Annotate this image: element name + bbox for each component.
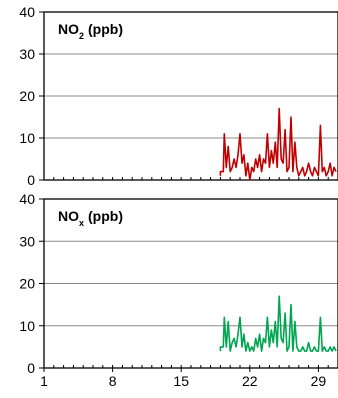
- y-tick-label: 30: [19, 233, 35, 249]
- y-tick-label: 10: [19, 130, 35, 146]
- x-tick-label: 29: [311, 373, 327, 389]
- x-tick-label: 8: [109, 373, 117, 389]
- x-tick-label: 1: [40, 373, 48, 389]
- chart-panel-1: 0 10 20 30 40 NO2 (ppb): [19, 4, 338, 188]
- panel-title: NOx (ppb): [58, 208, 123, 228]
- panel-title: NO2 (ppb): [58, 21, 123, 41]
- y-tick-label: 40: [19, 191, 35, 207]
- y-tick-label: 30: [19, 46, 35, 62]
- y-tick-label: 10: [19, 318, 35, 334]
- y-tick-label: 40: [19, 4, 35, 20]
- series-line: [219, 295, 337, 352]
- y-tick-label: 20: [19, 88, 35, 104]
- x-tick-label: 15: [173, 373, 189, 389]
- y-tick-label: 0: [27, 360, 35, 376]
- y-tick-label: 0: [27, 172, 35, 188]
- series-line: [219, 107, 337, 181]
- y-tick-label: 20: [19, 276, 35, 292]
- x-tick-label: 22: [242, 373, 258, 389]
- chart-panel-2: 0 10 20 30 40 1 8 15 22 29 NOx (ppb): [19, 191, 338, 389]
